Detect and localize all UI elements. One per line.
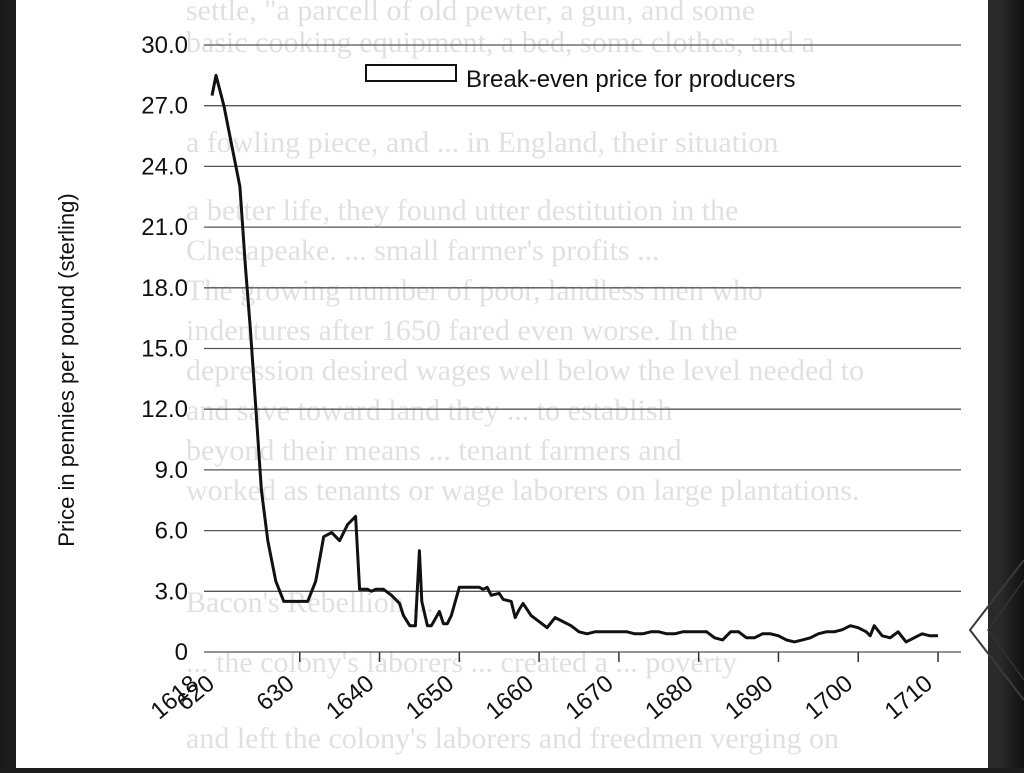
y-tick-label: 21.0	[141, 214, 188, 241]
y-tick-label: 15.0	[141, 336, 188, 363]
svg-text:a fowling piece, and ... in En: a fowling piece, and ... in England, the…	[186, 126, 778, 159]
legend-label: Break-even price for producers	[466, 66, 795, 93]
svg-text:settle, "a parcell of old pewt: settle, "a parcell of old pewter, a gun,…	[186, 0, 755, 27]
svg-text:... the colony's laborers ...: ... the colony's laborers ... created a …	[186, 646, 737, 679]
y-tick-label: 9.0	[155, 457, 188, 484]
gridlines	[204, 44, 961, 653]
series-line-break-even-price	[210, 73, 938, 644]
legend: Break-even price for producers	[365, 64, 795, 93]
y-tick-label: 18.0	[141, 275, 188, 302]
y-tick-label: 3.0	[155, 578, 188, 605]
svg-text:Chesapeake. ... small farmer's: Chesapeake. ... small farmer's profits .…	[186, 234, 660, 267]
series-layer	[210, 73, 938, 644]
price-line-chart: settle, "a parcell of old pewter, a gun,…	[54, 0, 961, 755]
svg-text:basic cooking equipment, a bed: basic cooking equipment, a bed, some clo…	[186, 26, 815, 59]
y-tick-label: 12.0	[141, 396, 188, 423]
y-axis-label: Price in pennies per pound (sterling)	[54, 193, 79, 546]
y-tick-label: 30.0	[141, 32, 188, 59]
x-tick-marks	[298, 652, 939, 662]
svg-text:and save toward land they ...: and save toward land they ... to establi…	[186, 394, 673, 427]
book-page-photo: settle, "a parcell of old pewter, a gun,…	[16, 0, 988, 768]
x-tick-label: 1710	[880, 670, 938, 725]
x-tick-label: 1700	[800, 670, 858, 725]
svg-text:The growing number of poor, la: The growing number of poor, landless men…	[186, 274, 763, 307]
y-tick-labels: 0 3.0 6.0 9.0 12.0 15.0 18.0 21.0 24.0 27.0 30.0	[141, 32, 188, 666]
svg-text:depression desired wages well: depression desired wages well below the …	[186, 354, 864, 387]
y-tick-label: 0	[175, 639, 188, 666]
legend-swatch	[365, 64, 457, 82]
page-background-text: settle, "a parcell of old pewter, a gun,…	[186, 0, 864, 755]
svg-text:indentures after 1650 fared ev: indentures after 1650 fared even worse. …	[186, 314, 737, 347]
slide-corner-decoration	[968, 559, 1024, 701]
svg-text:a better life, they found utte: a better life, they found utter destitut…	[186, 194, 738, 227]
y-tick-label: 24.0	[141, 153, 188, 180]
svg-text:and left the colony's laborers: and left the colony's laborers and freed…	[186, 722, 839, 755]
y-tick-label: 6.0	[155, 518, 188, 545]
svg-text:beyond their means ... tenant: beyond their means ... tenant farmers an…	[186, 434, 682, 467]
y-tick-label: 27.0	[141, 93, 188, 120]
svg-text:worked as tenants or wage labo: worked as tenants or wage laborers on la…	[186, 474, 859, 507]
